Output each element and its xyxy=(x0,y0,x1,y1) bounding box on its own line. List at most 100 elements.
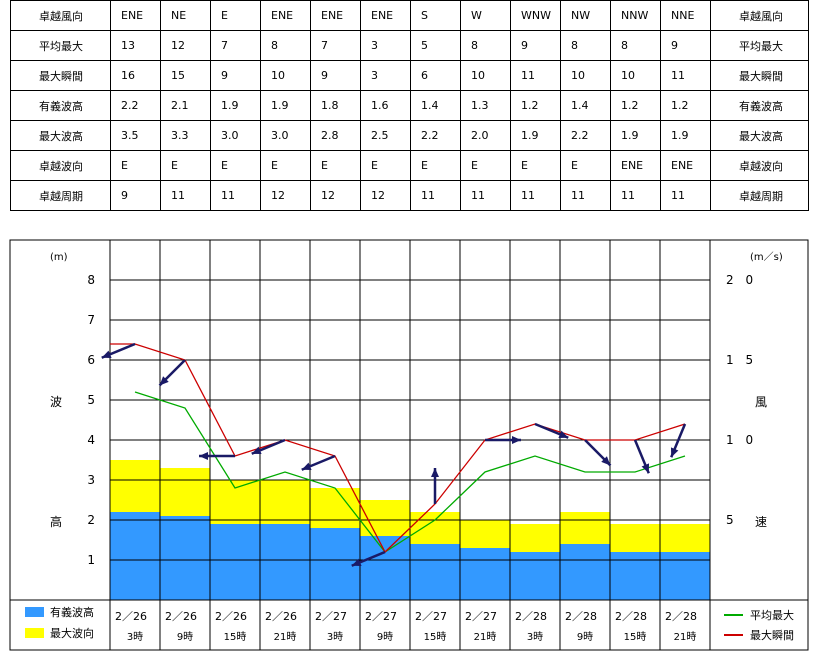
y-left-axis-label: 高 xyxy=(50,514,62,529)
table-row: 最大瞬間 16 15 9 10 9 3 6 10 11 10 10 11 最大瞬間 xyxy=(10,60,809,91)
y-right-tick-label: 1 0 xyxy=(726,433,757,447)
table-cell: ENE xyxy=(660,150,711,181)
avg-max-wind-line xyxy=(134,391,686,553)
x-tick-time: 3時 xyxy=(127,631,143,643)
table-row: 卓越周期 9 11 11 12 12 12 11 11 11 11 11 11 卓越周期 xyxy=(10,180,809,211)
table-cell: 1.2 xyxy=(660,90,711,121)
table-row: 有義波高 2.2 2.1 1.9 1.9 1.8 1.6 1.4 1.3 1.2 1.4 1.2 1.2… xyxy=(10,90,809,121)
wind-arrow-head xyxy=(301,462,312,471)
table-cell: 8 xyxy=(460,30,511,61)
y-left-tick-label: 4 xyxy=(87,433,95,447)
row-label-right: 平均最大 xyxy=(710,30,809,61)
table-cell: 1.9 xyxy=(510,120,561,151)
x-tick-date: 2／28 xyxy=(515,610,547,623)
y-left-tick-label: 6 xyxy=(87,353,95,367)
y-left-tick-label: 3 xyxy=(87,473,95,487)
table-cell: ENE xyxy=(360,0,411,31)
x-tick-date: 2／27 xyxy=(465,610,497,623)
wind-arrow-head xyxy=(199,452,208,460)
legend-swatch xyxy=(25,628,44,638)
table-cell: 8 xyxy=(610,30,661,61)
table-cell: 11 xyxy=(460,180,511,211)
x-tick-date: 2／27 xyxy=(365,610,397,623)
y-right-tick-label: 2 0 xyxy=(726,273,757,287)
x-tick-time: 9時 xyxy=(577,631,593,643)
significant-wave-bar xyxy=(560,544,610,600)
table-cell: 3 xyxy=(360,60,411,91)
table-cell: ENE xyxy=(310,0,361,31)
row-label-right: 最大波高 xyxy=(710,120,809,151)
table-cell: 1.9 xyxy=(610,120,661,151)
table-cell: 12 xyxy=(310,180,361,211)
row-label-right: 卓越波向 xyxy=(710,150,809,181)
x-tick-date: 2／27 xyxy=(415,610,447,623)
table-cell: 11 xyxy=(660,180,711,211)
significant-wave-bar xyxy=(260,524,310,600)
table-cell: ENE xyxy=(260,0,311,31)
table-cell: NNE xyxy=(660,0,711,31)
y-right-tick-label: 5 xyxy=(726,513,738,527)
table-cell: 11 xyxy=(210,180,261,211)
x-tick-date: 2／28 xyxy=(665,610,697,623)
row-label: 卓越風向 xyxy=(10,0,111,31)
table-cell: 1.6 xyxy=(360,90,411,121)
significant-wave-bar xyxy=(510,552,560,600)
x-tick-time: 15時 xyxy=(224,631,247,643)
table-cell: ENE xyxy=(110,0,161,31)
x-tick-date: 2／26 xyxy=(165,610,197,623)
table-cell: E xyxy=(210,0,261,31)
table-cell: 12 xyxy=(260,180,311,211)
table-cell: E xyxy=(510,150,561,181)
x-tick-date: 2／27 xyxy=(315,610,347,623)
table-cell: 11 xyxy=(510,180,561,211)
row-label: 卓越波向 xyxy=(10,150,111,181)
chart-frame xyxy=(9,239,809,651)
table-row: 卓越波向 E E E E E E E E E E ENE ENE 卓越波向 xyxy=(10,150,809,181)
wind-arrow-head xyxy=(251,446,262,455)
table-cell: NW xyxy=(560,0,611,31)
x-tick-time: 21時 xyxy=(674,631,697,643)
wind-arrow-head xyxy=(101,350,112,359)
table-cell: 2.2 xyxy=(560,120,611,151)
table-cell: S xyxy=(410,0,461,31)
table-row: 卓越風向 ENE NE E ENE ENE ENE S W WNW NW NNW NNE 卓越風向 xyxy=(10,0,809,31)
table-cell: 10 xyxy=(560,60,611,91)
row-label: 最大波高 xyxy=(10,120,111,151)
x-tick-date: 2／28 xyxy=(615,610,647,623)
x-tick-time: 15時 xyxy=(624,631,647,643)
x-tick-time: 21時 xyxy=(274,631,297,643)
row-label-right: 卓越風向 xyxy=(710,0,809,31)
legend-label: 最大波向 xyxy=(50,626,94,640)
table-cell: 3.3 xyxy=(160,120,211,151)
y-left-axis-label: 波 xyxy=(50,395,62,409)
x-tick-time: 9時 xyxy=(377,631,393,643)
wind-arrow-head xyxy=(159,376,169,386)
y-left-tick-label: 5 xyxy=(87,393,95,407)
significant-wave-bar xyxy=(160,516,210,600)
significant-wave-bar xyxy=(310,528,360,600)
row-label: 卓越周期 xyxy=(10,180,111,211)
row-label-right: 有義波高 xyxy=(710,90,809,121)
table-row: 最大波高 3.5 3.3 3.0 3.0 2.8 2.5 2.2 2.0 1.9 2.2 1.9 1.9… xyxy=(10,120,809,151)
y-left-tick-label: 2 xyxy=(87,513,95,527)
legend-label: 最大瞬間 xyxy=(750,628,794,642)
table-cell: 5 xyxy=(410,30,461,61)
wind-arrow-head xyxy=(431,468,439,477)
table-row: 平均最大 13 12 7 8 7 3 5 8 9 8 8 9 平均最大 xyxy=(10,30,809,61)
y-left-tick-label: 1 xyxy=(87,553,95,567)
x-tick-date: 2／26 xyxy=(265,610,297,623)
significant-wave-bar xyxy=(210,524,260,600)
table-cell: 9 xyxy=(110,180,161,211)
row-label: 有義波高 xyxy=(10,90,111,121)
y-right-tick-label: 1 5 xyxy=(726,353,757,367)
legend-label: 有義波高 xyxy=(50,605,94,619)
x-tick-time: 9時 xyxy=(177,631,193,643)
significant-wave-bar xyxy=(660,552,710,600)
x-tick-date: 2／26 xyxy=(215,610,247,623)
row-label: 平均最大 xyxy=(10,30,111,61)
legend-label: 平均最大 xyxy=(750,608,794,622)
table-cell: 10 xyxy=(610,60,661,91)
wind-arrow-head xyxy=(601,456,611,466)
wind-arrow-head xyxy=(670,447,679,458)
